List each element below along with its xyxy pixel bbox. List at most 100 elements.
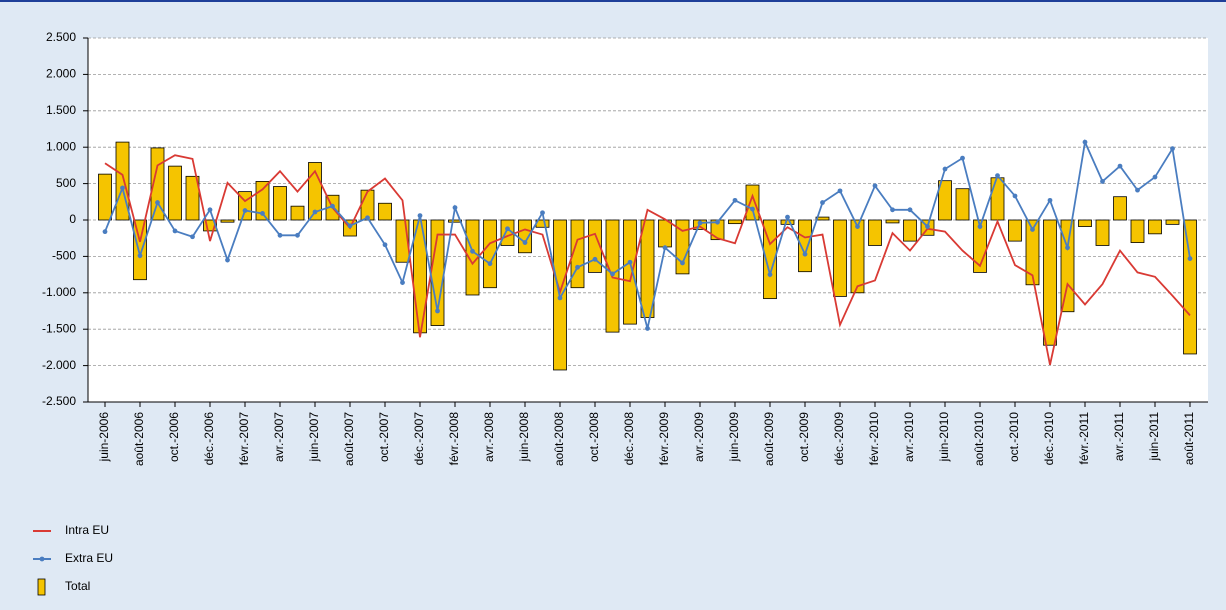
bar bbox=[1095, 219, 1110, 246]
marker bbox=[487, 261, 493, 267]
y-tick-label: -2.500 bbox=[42, 394, 76, 408]
bar bbox=[1165, 219, 1180, 225]
x-tick-label: août-2007 bbox=[342, 412, 356, 466]
marker bbox=[1012, 193, 1018, 199]
bar bbox=[798, 219, 812, 273]
y-tick-label: 0 bbox=[69, 212, 76, 226]
marker bbox=[627, 259, 633, 265]
x-tick-label: févr.-2008 bbox=[447, 412, 461, 466]
x-tick-label: août-2009 bbox=[762, 412, 776, 466]
legend-swatch bbox=[39, 556, 45, 562]
y-tick-label: -1.500 bbox=[42, 321, 76, 335]
y-tick-label: 1.000 bbox=[46, 139, 76, 153]
marker bbox=[295, 232, 300, 238]
bar bbox=[133, 219, 147, 281]
marker bbox=[452, 205, 458, 211]
bar bbox=[938, 180, 952, 221]
bar bbox=[728, 219, 742, 225]
x-tick-label: juin-2006 bbox=[97, 412, 111, 463]
bar bbox=[745, 184, 760, 221]
bar bbox=[570, 219, 585, 289]
bar bbox=[815, 216, 830, 221]
y-tick-label: -500 bbox=[52, 249, 76, 263]
bar bbox=[623, 219, 637, 325]
marker bbox=[680, 260, 685, 266]
marker bbox=[365, 215, 370, 221]
marker bbox=[1152, 174, 1158, 180]
bar bbox=[1078, 219, 1092, 227]
x-tick-label: févr.-2007 bbox=[237, 412, 251, 466]
y-tick-label: -2.000 bbox=[42, 358, 76, 372]
marker bbox=[977, 224, 983, 229]
x-tick-label: avr.-2011 bbox=[1112, 412, 1126, 461]
marker bbox=[505, 226, 510, 232]
bar bbox=[98, 173, 112, 221]
x-tick-label: avr.-2008 bbox=[482, 412, 496, 462]
x-tick-label: déc.-2007 bbox=[412, 412, 426, 466]
marker bbox=[1117, 163, 1123, 169]
marker bbox=[102, 229, 108, 235]
x-tick-label: juin-2008 bbox=[517, 412, 531, 463]
bar bbox=[1130, 219, 1145, 243]
marker bbox=[837, 188, 843, 194]
x-tick-label: oct.-2010 bbox=[1007, 412, 1021, 462]
marker bbox=[172, 228, 178, 234]
x-tick-label: avr.-2009 bbox=[692, 412, 706, 462]
bar bbox=[483, 219, 497, 289]
marker bbox=[855, 224, 860, 229]
marker bbox=[575, 264, 580, 270]
legend-label: Extra EU bbox=[65, 551, 113, 565]
x-tick-label: juin-2011 bbox=[1147, 412, 1161, 462]
marker bbox=[225, 257, 230, 263]
bar bbox=[885, 219, 900, 224]
legend-label: Intra EU bbox=[65, 523, 109, 537]
marker bbox=[1047, 197, 1053, 203]
marker bbox=[260, 211, 265, 216]
x-tick-label: déc.-2006 bbox=[202, 412, 216, 466]
bar bbox=[448, 219, 462, 223]
marker bbox=[1170, 146, 1175, 152]
marker bbox=[890, 207, 895, 213]
marker bbox=[190, 234, 195, 240]
marker bbox=[820, 200, 825, 205]
marker bbox=[1187, 256, 1193, 261]
y-tick-label: -1.000 bbox=[42, 285, 76, 299]
y-tick-label: 2.500 bbox=[46, 30, 76, 44]
bar bbox=[763, 219, 777, 300]
x-tick-label: oct.-2009 bbox=[797, 412, 811, 462]
marker bbox=[1100, 179, 1105, 184]
bar bbox=[1113, 196, 1127, 221]
marker bbox=[732, 197, 738, 203]
bar bbox=[640, 219, 655, 318]
bar bbox=[1008, 219, 1022, 242]
bar bbox=[465, 219, 480, 296]
bar bbox=[833, 219, 847, 297]
x-tick-label: août-2010 bbox=[972, 412, 986, 466]
x-tick-label: oct.-2006 bbox=[167, 412, 181, 462]
x-tick-label: oct.-2007 bbox=[377, 412, 391, 462]
marker bbox=[610, 271, 615, 277]
y-tick-label: 500 bbox=[56, 176, 76, 190]
marker bbox=[960, 155, 965, 161]
bar bbox=[868, 219, 882, 246]
bar bbox=[203, 219, 217, 232]
legend-swatch bbox=[37, 578, 46, 596]
bar bbox=[850, 219, 865, 294]
bar bbox=[168, 165, 182, 221]
marker bbox=[470, 248, 475, 254]
marker bbox=[557, 295, 563, 301]
marker bbox=[330, 203, 335, 209]
y-tick-label: 2.000 bbox=[46, 67, 76, 81]
x-tick-label: déc.-2010 bbox=[1042, 412, 1056, 466]
x-tick-label: févr.-2011 bbox=[1077, 412, 1091, 465]
bar bbox=[955, 188, 970, 221]
marker bbox=[592, 256, 598, 262]
marker bbox=[347, 223, 353, 229]
marker bbox=[750, 206, 755, 212]
line bbox=[104, 154, 1191, 366]
marker bbox=[942, 166, 948, 172]
marker bbox=[382, 242, 388, 248]
x-tick-label: déc.-2009 bbox=[832, 412, 846, 466]
marker bbox=[925, 224, 930, 229]
